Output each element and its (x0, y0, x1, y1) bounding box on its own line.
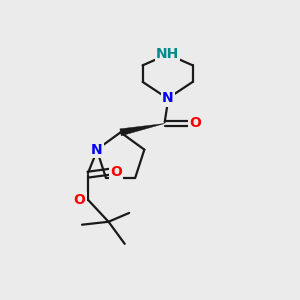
Text: N: N (162, 92, 173, 106)
Text: N: N (91, 142, 103, 157)
Text: O: O (110, 165, 122, 179)
Text: NH: NH (156, 47, 179, 61)
Text: O: O (189, 116, 201, 130)
Text: O: O (74, 193, 85, 207)
Polygon shape (120, 124, 165, 136)
